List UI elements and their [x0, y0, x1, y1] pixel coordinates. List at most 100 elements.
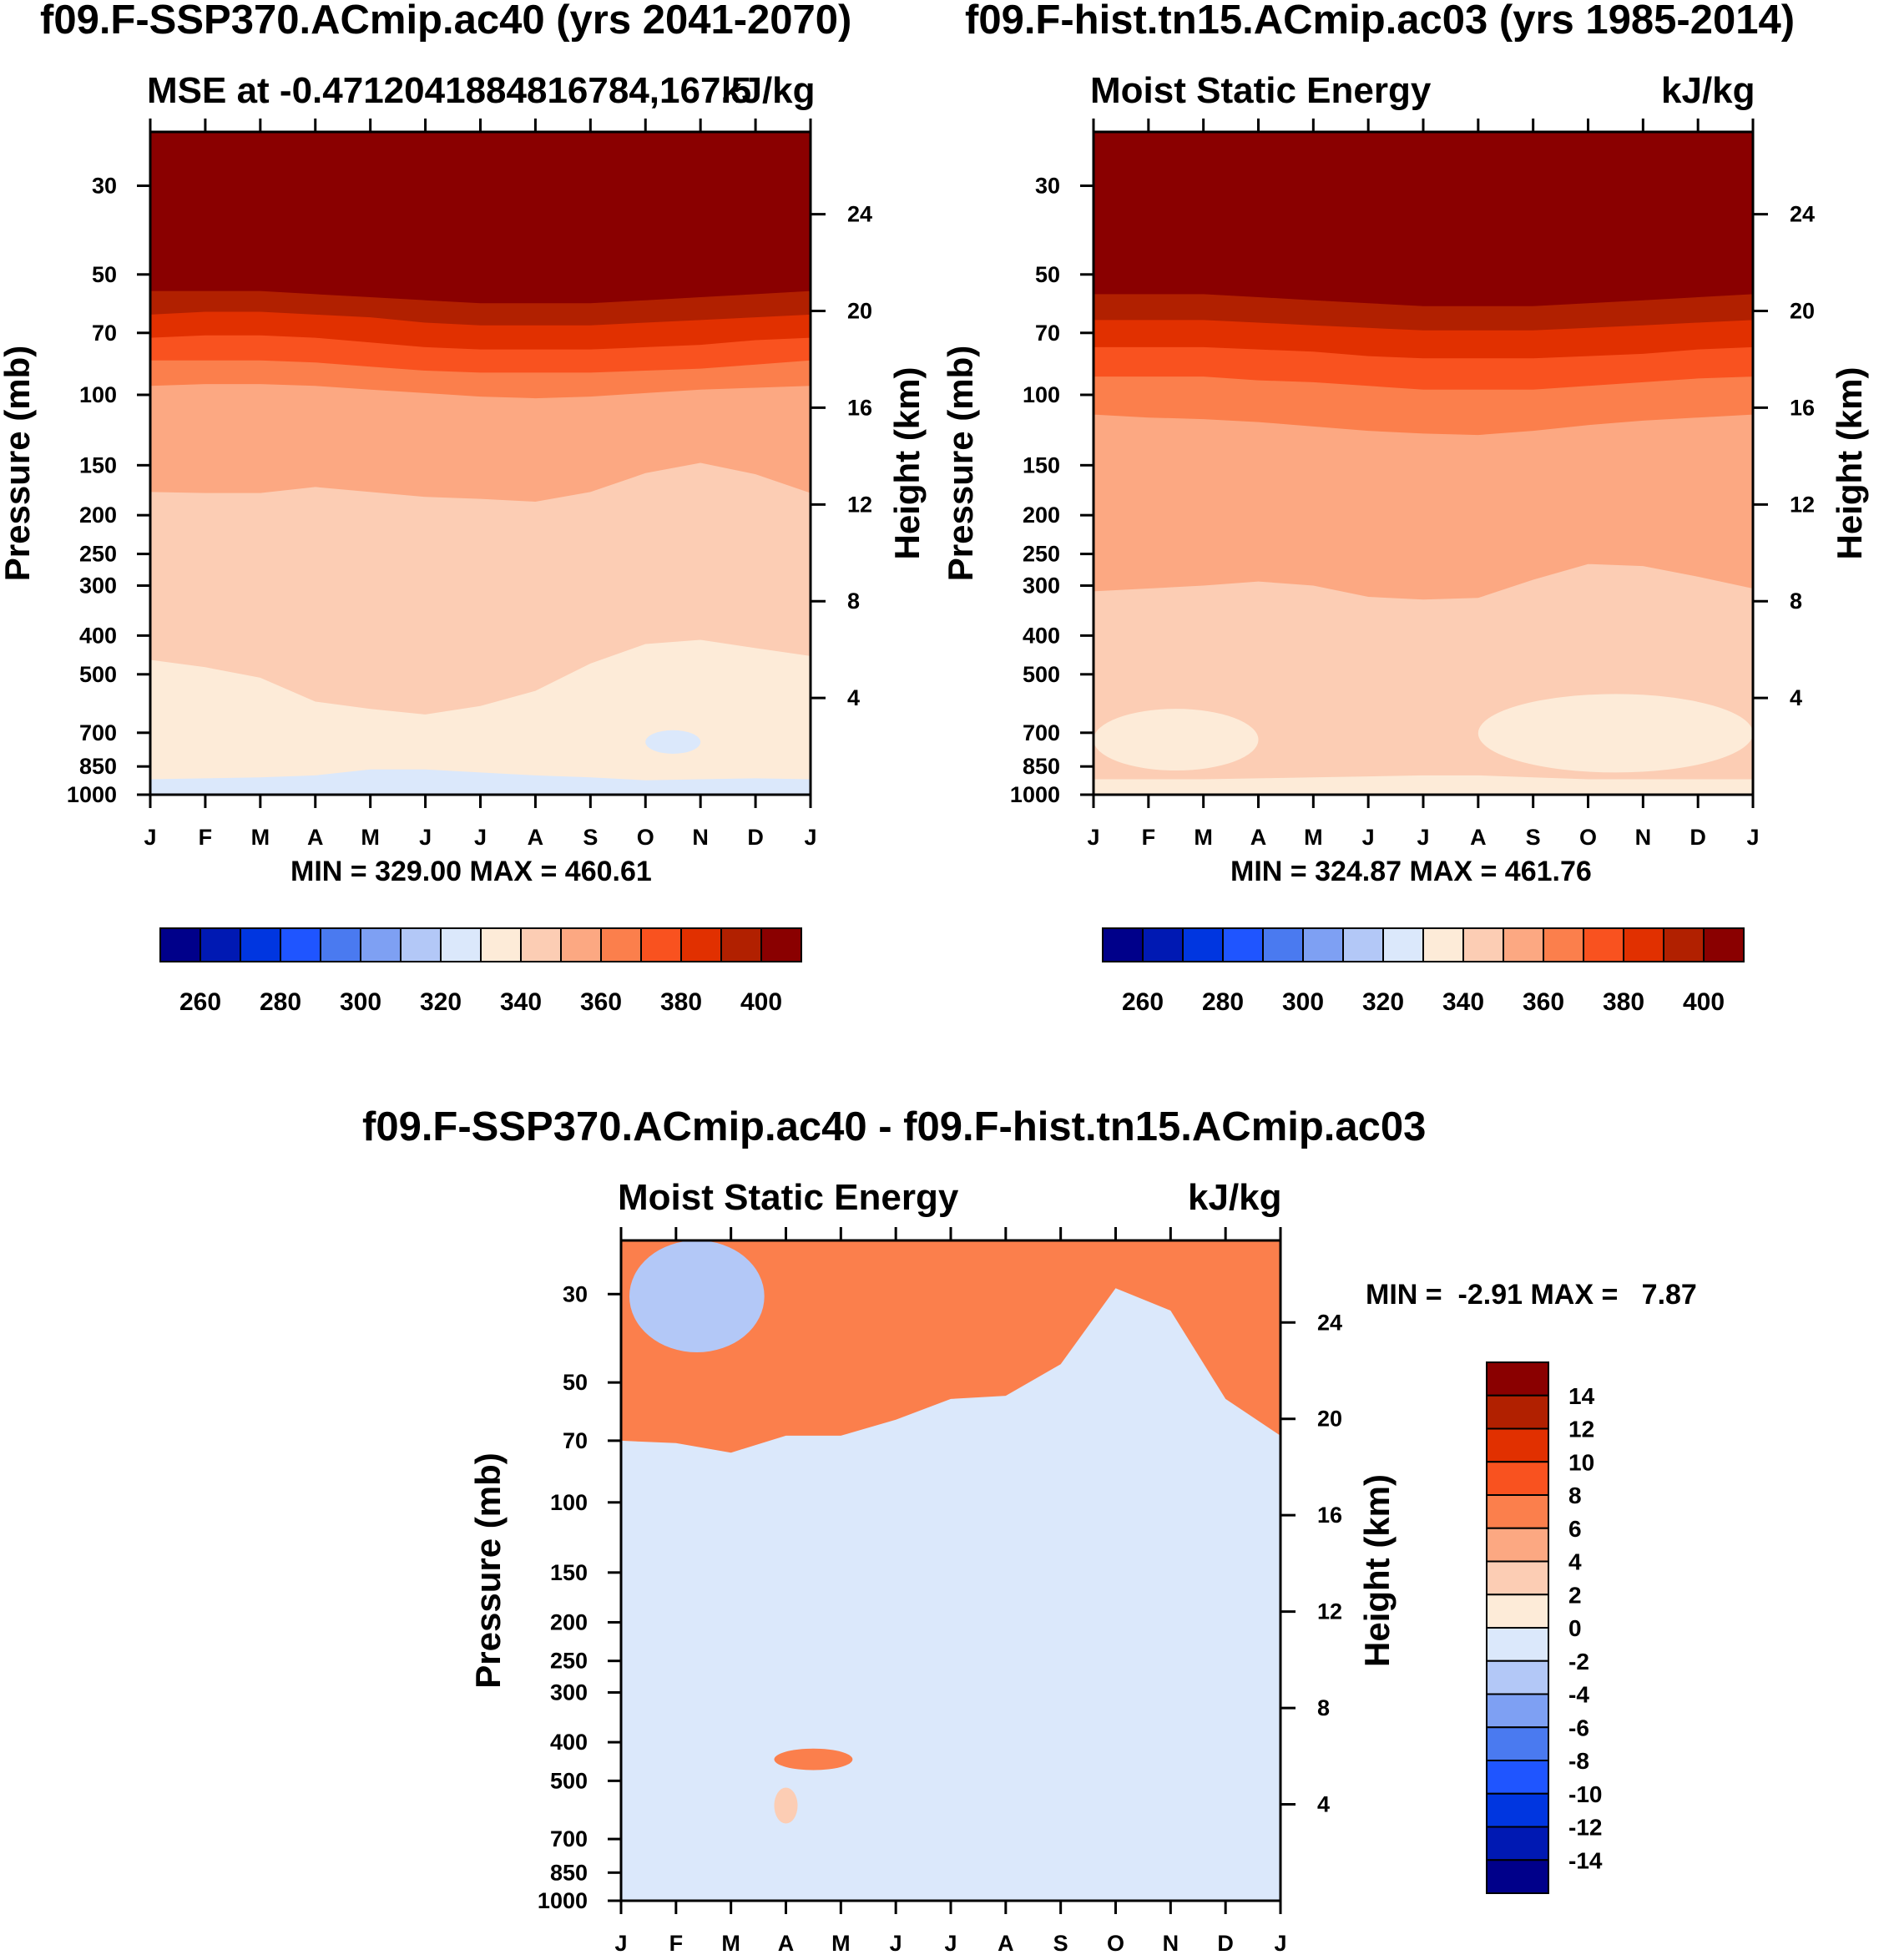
panel-hist-labelbar-swatch-6 — [1342, 927, 1384, 962]
panel-hist-labelbar-tick-3: 320 — [1362, 988, 1404, 1016]
panel-ssp370-ylabel-0: 30 — [92, 174, 117, 199]
panel-hist-ylabel-4: 150 — [1023, 452, 1060, 477]
panel-ssp370-xlabel-3: A — [307, 825, 324, 850]
panel-ssp370-y2label-3: 12 — [847, 492, 872, 517]
panel-ssp370-xlabel-8: S — [583, 825, 598, 850]
panel-ssp370-xlabel-1: F — [199, 825, 213, 850]
panel-diff-xlabel-5: J — [890, 1931, 902, 1956]
panel-hist-ylabel-3: 100 — [1023, 382, 1060, 407]
panel-diff-labelbar-tick-6: 2 — [1568, 1582, 1582, 1608]
panel-hist-labelbar-swatch-9 — [1462, 927, 1504, 962]
panel-diff-y2label-3: 12 — [1317, 1599, 1342, 1624]
panel-hist-y2label-1: 20 — [1790, 299, 1815, 324]
panel-diff-labelbar-tick-3: 8 — [1568, 1483, 1582, 1508]
panel-ssp370-xlabel-10: N — [692, 825, 709, 850]
panel-ssp370-labelbar-swatch-9 — [520, 927, 562, 962]
panel-diff-labelbar-tick-12: -10 — [1568, 1781, 1602, 1807]
panel-diff-y2label-1: 20 — [1317, 1407, 1342, 1432]
panel-ssp370-labelbar-swatch-12 — [640, 927, 682, 962]
panel-diff-xlabel-1: F — [669, 1931, 684, 1956]
panel-hist-ylabel-1: 50 — [1035, 262, 1060, 287]
panel-diff-left-title: Moist Static Energy — [618, 1177, 959, 1218]
panel-diff-island-1 — [774, 1748, 853, 1771]
panel-ssp370-y2label-4: 8 — [847, 589, 860, 614]
panel-ssp370-xlabel-4: M — [361, 825, 380, 850]
panel-ssp370-xlabel-7: A — [528, 825, 544, 850]
panel-diff-labelbar-swatch-12 — [1486, 1760, 1549, 1795]
panel-hist-xlabel-2: M — [1194, 825, 1213, 850]
panel-hist-stats: MIN = 324.87 MAX = 461.76 — [1230, 856, 1592, 887]
panel-hist-xlabel-1: F — [1142, 825, 1156, 850]
panel-hist-labelbar-swatch-3 — [1222, 927, 1264, 962]
panel-hist-band-340 — [1094, 775, 1753, 795]
panel-hist-labelbar-swatch-15 — [1703, 927, 1745, 962]
panel-ssp370-xlabel-9: O — [637, 825, 654, 850]
panel-ssp370-y2label-5: 4 — [847, 685, 860, 710]
panel-ssp370-labelbar-swatch-10 — [560, 927, 602, 962]
panel-diff-ylabel-2: 70 — [563, 1428, 588, 1453]
panel-diff-ylabel-8: 400 — [550, 1730, 588, 1755]
panel-diff-labelbar-swatch-9 — [1486, 1659, 1549, 1695]
panel-ssp370-ylabel-2: 70 — [92, 321, 117, 346]
panel-diff-right-title: kJ/kg — [1188, 1177, 1282, 1218]
panel-hist-ylabel-9: 500 — [1023, 662, 1060, 687]
panel-diff-ylabel-6: 250 — [550, 1649, 588, 1674]
panel-ssp370-labelbar-swatch-8 — [480, 927, 522, 962]
panel-hist-xlabel-10: N — [1635, 825, 1652, 850]
panel-hist-y2label-4: 8 — [1790, 589, 1802, 614]
panel-hist-labelbar-swatch-10 — [1503, 927, 1544, 962]
panel-hist-labelbar-swatch-5 — [1302, 927, 1344, 962]
panel-diff-y2label-5: 4 — [1317, 1792, 1330, 1817]
panel-diff-stats: MIN = -2.91 MAX = 7.87 — [1366, 1279, 1697, 1311]
panel-diff-ylabel-title: Pressure (mb) — [468, 1452, 508, 1688]
panel-ssp370-ylabel-3: 100 — [79, 382, 117, 407]
panel-ssp370-ylabel-title: Pressure (mb) — [0, 346, 37, 581]
panel-ssp370-xlabel-12: J — [804, 825, 816, 850]
panel-diff-ylabel-4: 150 — [550, 1560, 588, 1585]
panel-ssp370-y2label-2: 16 — [847, 395, 872, 420]
panel-hist-ylabel-5: 200 — [1023, 503, 1060, 528]
panel-hist-ylabel-6: 250 — [1023, 542, 1060, 567]
panel-ssp370-labelbar-swatch-11 — [600, 927, 642, 962]
panel-ssp370-labelbar-tick-3: 320 — [420, 988, 462, 1016]
panel-diff-labelbar-tick-9: -4 — [1568, 1682, 1589, 1708]
panel-ssp370-ylabel-7: 300 — [79, 573, 117, 599]
panel-diff-xlabel-10: N — [1163, 1931, 1179, 1956]
panel-ssp370-labelbar-tick-6: 380 — [660, 988, 702, 1016]
panel-diff-labelbar-swatch-0 — [1486, 1361, 1549, 1397]
panel-hist-labelbar-tick-7: 400 — [1683, 988, 1725, 1016]
panel-diff-y2label-title: Height (km) — [1357, 1474, 1397, 1667]
panel-hist-labelbar-tick-5: 360 — [1523, 988, 1564, 1016]
panel-hist-labelbar-swatch-0 — [1102, 927, 1144, 962]
panel-hist-labelbar-tick-4: 340 — [1442, 988, 1484, 1016]
panel-ssp370-ylabel-5: 200 — [79, 503, 117, 528]
panel-diff-ylabel-10: 700 — [550, 1826, 588, 1851]
panel-hist-xlabel-3: A — [1250, 825, 1267, 850]
panel-diff-labelbar-tick-10: -6 — [1568, 1715, 1589, 1740]
panel-hist-ylabel-2: 70 — [1035, 321, 1060, 346]
panel-diff-xlabel-3: A — [778, 1931, 795, 1956]
panel-ssp370-stats: MIN = 329.00 MAX = 460.61 — [290, 856, 652, 887]
panel-ssp370-labelbar-swatch-6 — [400, 927, 442, 962]
panel-hist-ylabel-0: 30 — [1035, 174, 1060, 199]
panel-diff-xlabel-6: J — [944, 1931, 957, 1956]
panel-diff-labelbar-tick-4: 6 — [1568, 1516, 1582, 1542]
panel-hist-xlabel-4: M — [1304, 825, 1323, 850]
panel-hist-xlabel-11: D — [1690, 825, 1706, 850]
panel-hist-labelbar-swatch-4 — [1262, 927, 1304, 962]
panel-ssp370-labelbar-swatch-4 — [320, 927, 361, 962]
panel-ssp370-labelbar-swatch-5 — [360, 927, 402, 962]
panel-hist-xlabel-9: O — [1579, 825, 1597, 850]
panel-ssp370-labelbar-tick-5: 360 — [580, 988, 622, 1016]
panel-diff-ylabel-5: 200 — [550, 1609, 588, 1634]
panel-hist-ylabel-11: 850 — [1023, 754, 1060, 779]
panel-hist-labelbar-swatch-11 — [1543, 927, 1584, 962]
panel-diff-ylabel-3: 100 — [550, 1490, 588, 1515]
panel-ssp370-labelbar-swatch-14 — [720, 927, 762, 962]
panel-ssp370-labelbar-swatch-13 — [680, 927, 722, 962]
panel-diff-labelbar-tick-7: 0 — [1568, 1615, 1582, 1641]
panel-hist-right-title: kJ/kg — [1661, 70, 1755, 111]
panel-ssp370-ylabel-11: 850 — [79, 754, 117, 779]
panel-ssp370-labelbar-tick-4: 340 — [500, 988, 542, 1016]
panel-diff-labelbar-tick-13: -12 — [1568, 1815, 1602, 1841]
